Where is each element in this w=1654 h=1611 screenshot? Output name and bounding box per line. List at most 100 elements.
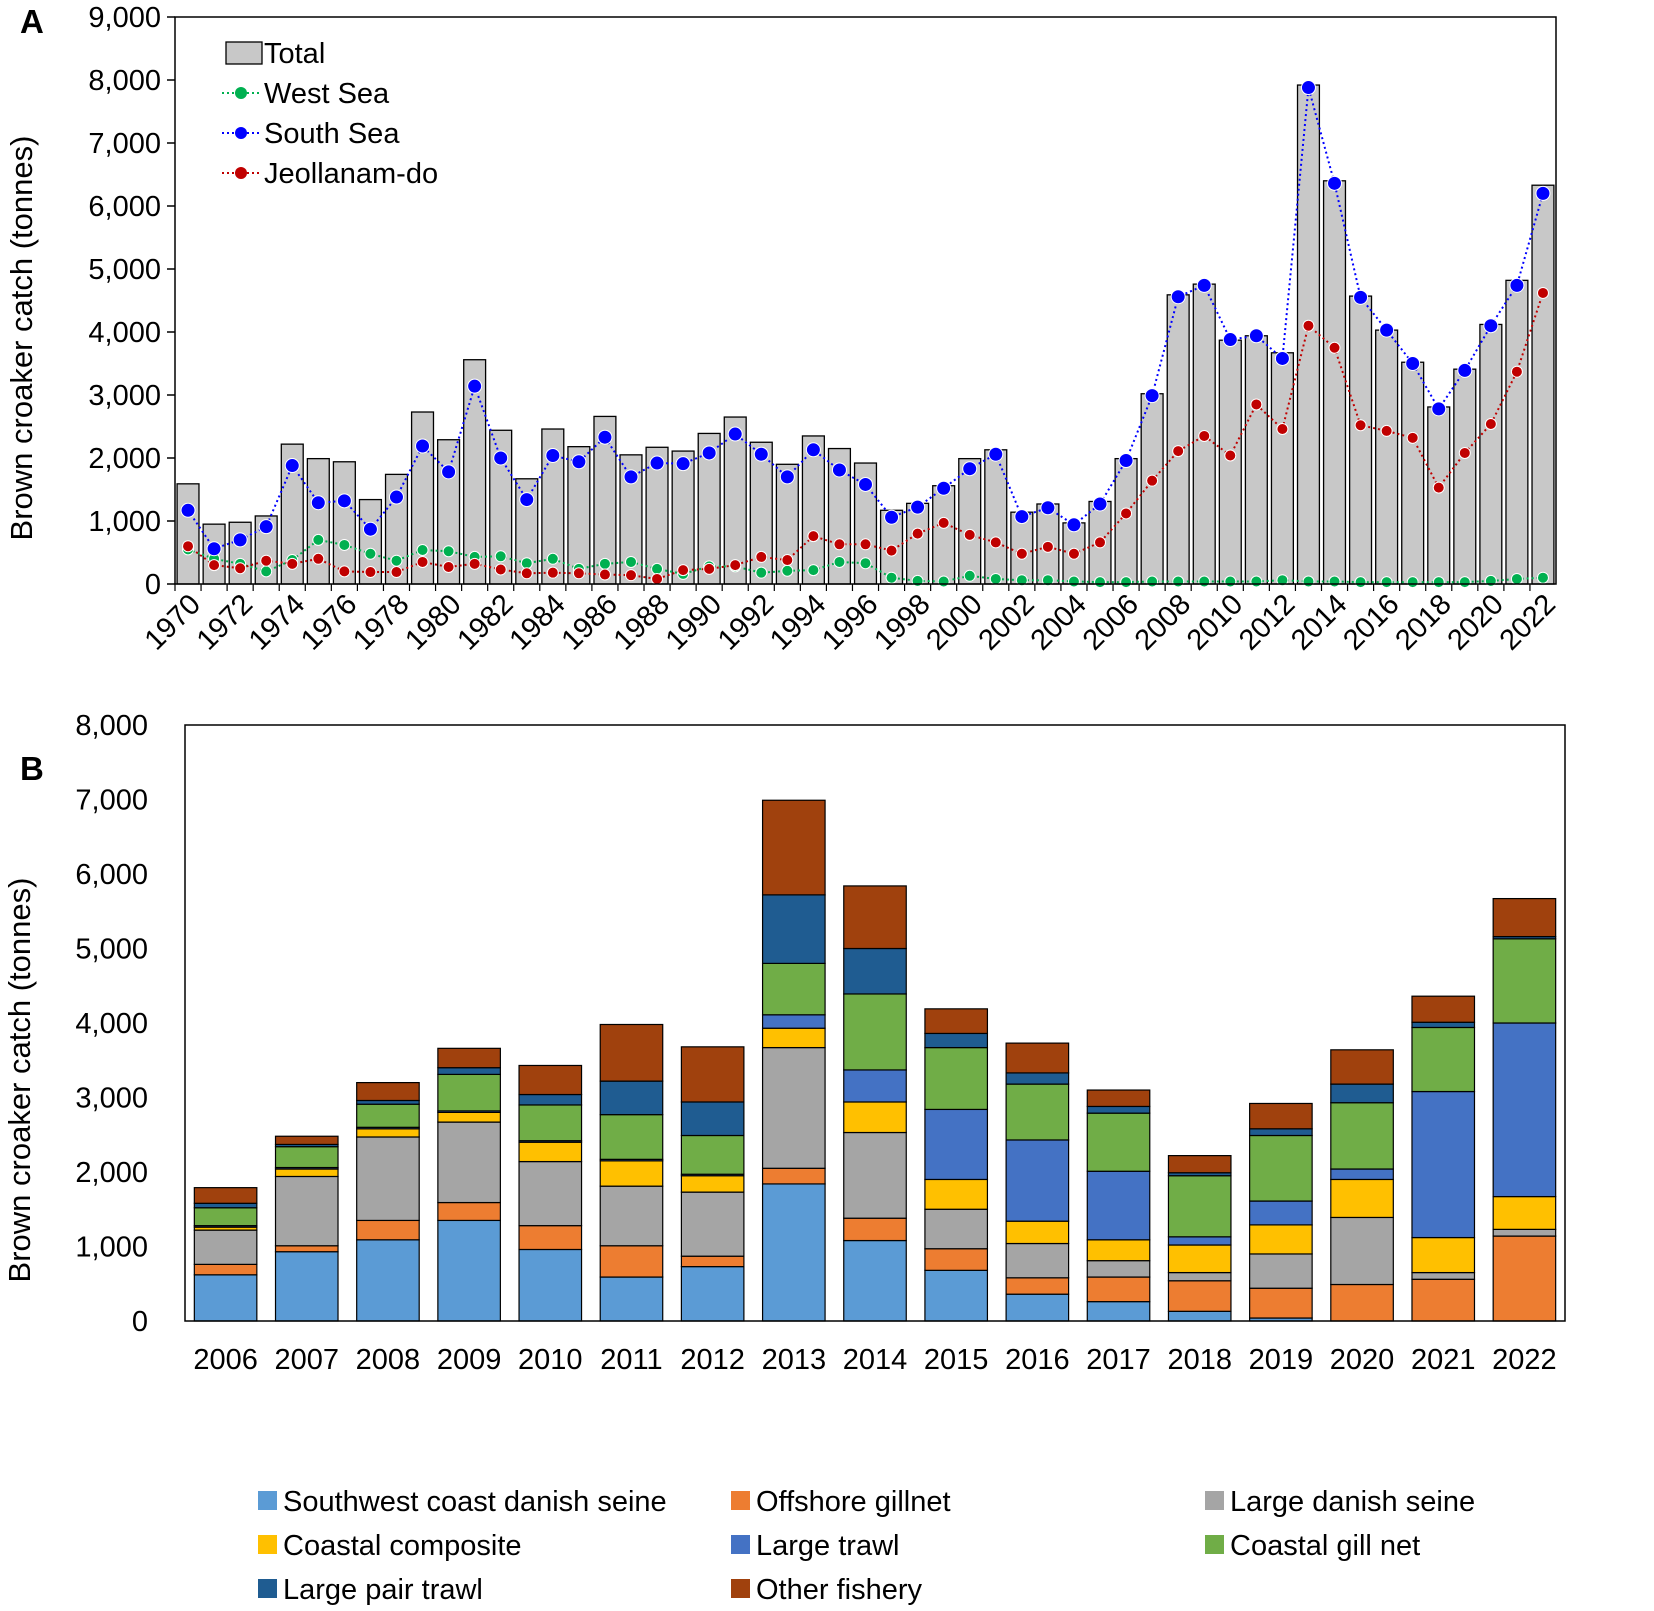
point-jeollanam-do <box>989 536 1002 549</box>
point-south-sea <box>623 469 639 485</box>
y-tick-label: 6,000 <box>75 859 148 891</box>
point-south-sea <box>1222 332 1238 348</box>
bar-segment-southwest-coast-danish-seine <box>761 1183 826 1322</box>
bar-segment-other-fishery <box>599 1023 664 1082</box>
bar-segment-coastal-gill-net <box>1249 1134 1313 1202</box>
point-south-sea <box>1014 509 1030 525</box>
point-west-sea <box>546 552 559 565</box>
point-south-sea <box>1509 277 1525 293</box>
point-jeollanam-do <box>598 568 611 581</box>
point-jeollanam-do <box>1120 507 1133 520</box>
bar-segment-southwest-coast-danish-seine <box>193 1274 258 1322</box>
y-tick-label: 4,000 <box>88 317 161 349</box>
bar-segment-southwest-coast-danish-seine <box>924 1269 989 1322</box>
point-jeollanam-do <box>781 554 794 567</box>
point-jeollanam-do <box>338 565 351 578</box>
bar-segment-large-danish-seine <box>1411 1271 1476 1280</box>
legend-marker-west-sea <box>235 87 247 99</box>
bar-segment-coastal-gill-net <box>437 1073 501 1112</box>
point-jeollanam-do <box>677 564 690 577</box>
bar-total <box>1140 393 1164 585</box>
point-west-sea <box>1458 576 1471 589</box>
point-south-sea <box>1535 185 1551 201</box>
bar-segment-offshore-gillnet <box>924 1248 989 1271</box>
point-jeollanam-do <box>1276 423 1289 436</box>
bar-segment-coastal-gill-net <box>274 1146 339 1169</box>
bar-segment-large-pair-trawl <box>599 1080 664 1116</box>
point-south-sea <box>1300 80 1316 96</box>
point-jeollanam-do <box>1041 540 1054 553</box>
x-tick-label: 2015 <box>924 1344 989 1376</box>
point-jeollanam-do <box>1536 286 1549 299</box>
point-south-sea <box>1431 401 1447 417</box>
bar-segment-large-danish-seine <box>1005 1242 1070 1279</box>
point-west-sea <box>885 571 898 584</box>
point-south-sea <box>362 521 378 537</box>
point-south-sea <box>1353 289 1369 305</box>
legend-swatch-total <box>225 41 263 65</box>
point-south-sea <box>310 495 326 511</box>
point-west-sea <box>1354 576 1367 589</box>
bar-segment-coastal-composite <box>1249 1224 1313 1255</box>
point-jeollanam-do <box>208 559 221 572</box>
bar-segment-large-danish-seine <box>924 1208 989 1250</box>
point-jeollanam-do <box>546 566 559 579</box>
bar-segment-coastal-composite <box>1492 1195 1557 1230</box>
point-jeollanam-do <box>416 555 429 568</box>
panel-a-legend: Total West Sea South Sea Jeollanam-do <box>222 38 438 190</box>
point-south-sea <box>858 476 873 492</box>
legend-label: Other fishery <box>756 1574 922 1606</box>
point-jeollanam-do <box>1146 474 1159 487</box>
bar-segment-offshore-gillnet <box>1411 1278 1476 1322</box>
bar-segment-offshore-gillnet <box>193 1263 258 1276</box>
point-south-sea <box>988 446 1004 462</box>
legend-swatch-coastal-gill-net <box>1205 1535 1224 1554</box>
point-south-sea <box>1457 362 1473 378</box>
legend-label: Offshore gillnet <box>756 1486 951 1518</box>
bar-total <box>1244 335 1268 585</box>
bar-segment-large-pair-trawl <box>1411 1021 1476 1029</box>
bar-total <box>306 457 330 585</box>
point-west-sea <box>338 538 351 551</box>
bar-total <box>958 457 982 585</box>
panel-a-y-ticks: 0 1,000 2,000 3,000 4,000 5,000 6,000 7,000 8,00… <box>88 2 175 601</box>
point-jeollanam-do <box>1172 445 1185 458</box>
x-tick-label: 2009 <box>437 1344 502 1376</box>
point-jeollanam-do <box>911 527 924 540</box>
bar-segment-large-danish-seine <box>599 1185 664 1247</box>
bar-segment-coastal-gill-net <box>924 1046 989 1111</box>
bar-segment-coastal-composite <box>518 1141 583 1163</box>
bar-segment-large-pair-trawl <box>843 947 907 995</box>
point-south-sea <box>936 480 952 496</box>
panel-b-y-ticks: 0 1,000 2,000 3,000 4,000 5,000 6,000 7,000 8,00… <box>75 710 148 1338</box>
bar-segment-large-danish-seine <box>518 1160 583 1227</box>
point-west-sea <box>598 557 611 570</box>
point-west-sea <box>1224 575 1237 588</box>
point-south-sea <box>232 532 248 548</box>
point-west-sea <box>442 545 455 558</box>
point-jeollanam-do <box>755 550 768 563</box>
point-jeollanam-do <box>1198 429 1211 442</box>
bar-segment-other-fishery <box>1249 1102 1313 1130</box>
point-jeollanam-do <box>1406 431 1419 444</box>
bar-segment-coastal-gill-net <box>1005 1083 1070 1141</box>
point-jeollanam-do <box>390 566 403 579</box>
bar-total <box>1322 180 1347 585</box>
point-south-sea <box>571 454 587 470</box>
bar-total <box>1453 368 1477 585</box>
y-tick-label: 8,000 <box>88 65 161 97</box>
point-south-sea <box>258 519 274 535</box>
point-west-sea <box>651 562 664 575</box>
bar-segment-coastal-gill-net <box>1167 1175 1232 1238</box>
panel-b-y-axis-title: Brown croaker catch (tonnes) <box>2 878 37 1283</box>
legend-label: West Sea <box>264 78 390 110</box>
point-south-sea <box>388 489 404 505</box>
point-south-sea <box>805 442 821 458</box>
point-west-sea <box>1406 576 1419 589</box>
bar-segment-large-trawl <box>843 1069 907 1103</box>
x-tick-label: 2012 <box>680 1344 745 1376</box>
point-south-sea <box>675 456 691 472</box>
bar-total <box>228 521 252 585</box>
panel-b-plot-frame <box>184 724 1566 1322</box>
bar-total <box>1348 295 1373 585</box>
